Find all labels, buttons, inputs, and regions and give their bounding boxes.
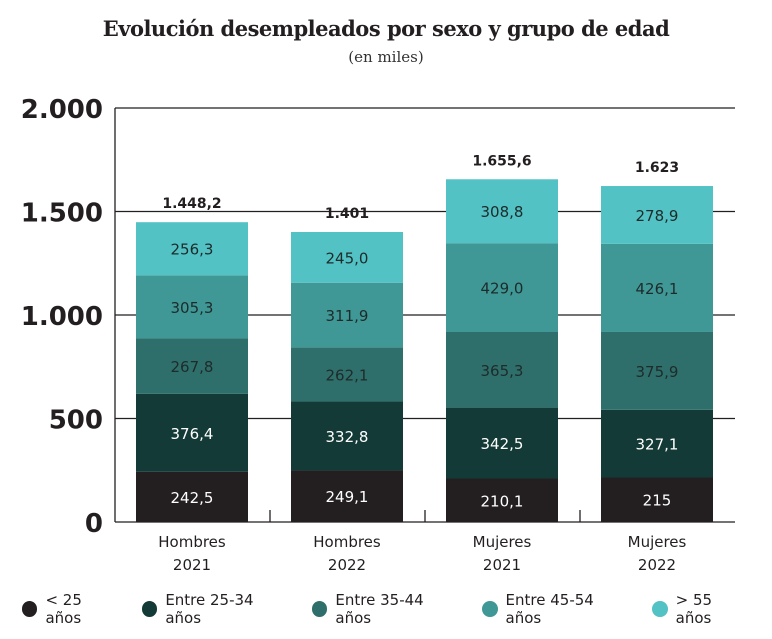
legend-item: > 55 años xyxy=(652,591,750,627)
data-label: 267,8 xyxy=(171,358,214,376)
data-label: 311,9 xyxy=(326,307,369,325)
legend-label: < 25 años xyxy=(45,591,82,627)
bar-segment xyxy=(601,186,713,244)
data-label: 342,5 xyxy=(481,435,524,453)
bar-segment xyxy=(446,407,558,479)
bar-segment xyxy=(291,282,403,348)
data-label: 262,1 xyxy=(326,366,369,384)
data-label: 308,8 xyxy=(481,203,524,221)
total-label: 1.655,6 xyxy=(472,153,531,169)
legend-swatch xyxy=(141,601,158,617)
data-label: 245,0 xyxy=(326,249,369,267)
bar-segment xyxy=(446,478,558,522)
bar-segment xyxy=(446,243,558,332)
y-tick-label: 1.500 xyxy=(21,199,103,229)
total-label: 1.623 xyxy=(635,160,679,176)
data-label: 375,9 xyxy=(636,363,679,381)
legend-label: Entre 45-54 años xyxy=(505,591,594,627)
total-label: 1.401 xyxy=(325,206,369,222)
legend-item: Entre 25-34 años xyxy=(141,591,290,627)
bar-segment xyxy=(446,331,558,408)
x-tick-label-year: 2022 xyxy=(328,556,366,574)
bar-segment xyxy=(136,471,248,522)
y-tick-label: 500 xyxy=(49,406,103,436)
data-label: 332,8 xyxy=(326,428,369,446)
bar-segment xyxy=(136,338,248,394)
data-label: 305,3 xyxy=(171,299,214,317)
legend-swatch xyxy=(22,601,38,617)
data-label: 210,1 xyxy=(481,492,524,510)
bar-segment xyxy=(136,222,248,276)
y-tick-label: 2.000 xyxy=(21,95,103,125)
bar-segment xyxy=(291,347,403,402)
x-tick-label: Hombres xyxy=(313,533,381,551)
data-label: 278,9 xyxy=(636,207,679,225)
data-label: 376,4 xyxy=(171,425,214,443)
data-label: 365,3 xyxy=(481,362,524,380)
bar-segment xyxy=(601,477,713,522)
x-tick-label: Mujeres xyxy=(473,533,532,551)
bar-segment xyxy=(291,401,403,471)
legend-swatch xyxy=(482,601,498,617)
bar-segment xyxy=(601,409,713,478)
legend-item: < 25 años xyxy=(22,591,120,627)
legend-item: Entre 35-44 años xyxy=(311,591,460,627)
chart-subtitle: (en miles) xyxy=(348,48,424,66)
legend: < 25 años Entre 25-34 años Entre 35-44 año… xyxy=(22,591,772,627)
x-tick-label: Mujeres xyxy=(628,533,687,551)
legend-label: Entre 35-44 años xyxy=(335,591,424,627)
legend-label: > 55 años xyxy=(675,591,713,627)
bar-segment xyxy=(601,331,713,410)
x-tick-label-year: 2022 xyxy=(638,556,676,574)
chart-title: Evolución desempleados por sexo y grupo … xyxy=(102,16,670,41)
bar-segment xyxy=(291,232,403,283)
data-label: 215 xyxy=(643,492,672,510)
data-label: 429,0 xyxy=(481,280,524,298)
bar-segment xyxy=(601,243,713,332)
data-label: 256,3 xyxy=(171,241,214,259)
y-tick-label: 0 xyxy=(85,509,103,539)
legend-swatch xyxy=(652,601,668,617)
bar-segment xyxy=(136,275,248,339)
bar-segment xyxy=(136,393,248,472)
legend-swatch xyxy=(311,601,328,617)
x-tick-label-year: 2021 xyxy=(483,556,521,574)
x-tick-label-year: 2021 xyxy=(173,556,211,574)
data-label: 242,5 xyxy=(171,489,214,507)
legend-item: Entre 45-54 años xyxy=(482,591,630,627)
legend-label: Entre 25-34 años xyxy=(165,591,254,627)
data-label: 426,1 xyxy=(636,280,679,298)
bar-segment xyxy=(446,179,558,244)
y-tick-label: 1.000 xyxy=(21,302,103,332)
total-label: 1.448,2 xyxy=(162,196,221,212)
bar-segment xyxy=(291,470,403,522)
data-label: 249,1 xyxy=(326,488,369,506)
data-label: 327,1 xyxy=(636,436,679,454)
x-tick-label: Hombres xyxy=(158,533,226,551)
